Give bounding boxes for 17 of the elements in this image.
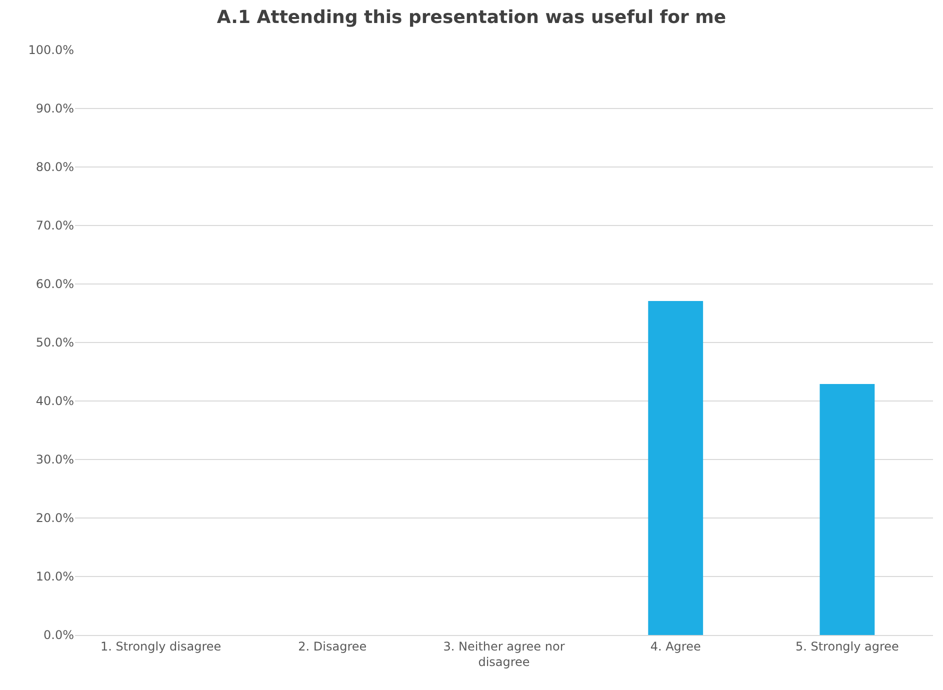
chart-title: A.1 Attending this presentation was useful for me bbox=[216, 6, 726, 28]
y-tick-label: 60.0% bbox=[36, 277, 74, 292]
y-tick-label: 40.0% bbox=[36, 394, 74, 408]
y-tick-label: 20.0% bbox=[36, 511, 74, 526]
x-tick-label: 5. Strongly agree bbox=[795, 639, 899, 654]
y-tick-label: 100.0% bbox=[28, 43, 74, 58]
y-tick-label: 0.0% bbox=[44, 628, 74, 642]
y-tick-label: 30.0% bbox=[36, 452, 74, 467]
x-tick-label: 4. Agree bbox=[650, 639, 701, 654]
y-tick-label: 80.0% bbox=[36, 160, 74, 174]
y-tick-label: 70.0% bbox=[36, 218, 74, 233]
x-tick-label: 1. Strongly disagree bbox=[100, 639, 222, 654]
x-tick-label: 3. Neither agree nor disagree bbox=[443, 639, 565, 669]
y-tick-label: 90.0% bbox=[36, 102, 74, 116]
x-tick-label: 2. Disagree bbox=[298, 639, 367, 654]
y-tick-label: 10.0% bbox=[36, 570, 74, 584]
y-tick-label: 50.0% bbox=[36, 336, 74, 350]
